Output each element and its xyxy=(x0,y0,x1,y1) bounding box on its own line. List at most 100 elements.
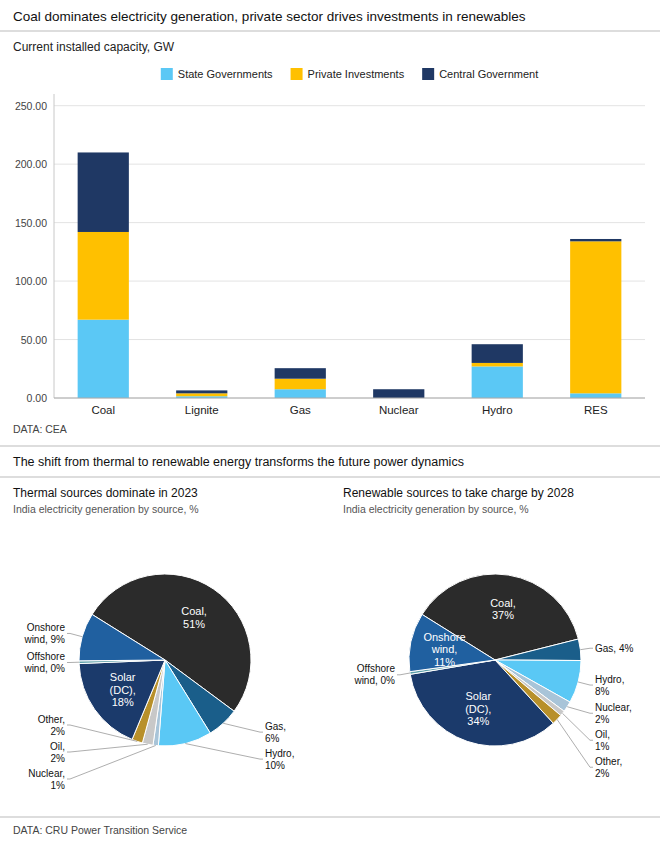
label-line: Offshore xyxy=(27,651,66,662)
data-label: Gas, 4% xyxy=(595,643,633,654)
data-label: Other,2% xyxy=(595,756,622,779)
x-tick-label: Hydro xyxy=(482,404,513,416)
label-line: Offshore xyxy=(357,663,396,674)
data-label: Offshorewind, 0% xyxy=(353,663,395,686)
pie-title: Renewable sources to take charge by 2028 xyxy=(343,486,574,500)
label-line: Coal, xyxy=(181,605,207,617)
bar-segment xyxy=(472,363,523,367)
bar-segment xyxy=(472,366,523,398)
legend-swatch xyxy=(161,68,173,80)
bar-segment xyxy=(78,152,129,232)
data-label: Hydro,8% xyxy=(595,674,624,697)
y-tick-label: 50.00 xyxy=(21,334,47,346)
bar-segment xyxy=(570,239,621,241)
label-line: wind, 0% xyxy=(23,663,65,674)
label-line: Onshore xyxy=(423,631,465,643)
source: DATA: CRU Power Transition Service xyxy=(13,824,187,836)
data-label: Coal,51% xyxy=(181,605,207,630)
pie-slice xyxy=(495,639,581,661)
background xyxy=(0,0,660,851)
separator xyxy=(0,817,660,818)
section-title: The shift from thermal to renewable ener… xyxy=(13,455,464,469)
y-tick-label: 200.00 xyxy=(15,158,47,170)
grid-line xyxy=(54,339,645,340)
grid xyxy=(54,106,645,398)
legend-label: Central Government xyxy=(439,68,538,80)
leader-line xyxy=(567,707,593,714)
label-line: 1% xyxy=(51,780,66,791)
label-line: 2% xyxy=(595,768,610,779)
bar-segment xyxy=(275,389,326,398)
legend-item: Central Government xyxy=(422,68,538,80)
leader-line xyxy=(67,745,156,779)
data-label: Onshorewind, 9% xyxy=(23,622,65,645)
label-line: 2% xyxy=(595,714,610,725)
bar-segment xyxy=(176,393,227,396)
x-tick-label: Coal xyxy=(91,404,115,416)
separator xyxy=(0,31,660,32)
leader-line xyxy=(580,648,593,649)
label-line: Nuclear, xyxy=(595,702,632,713)
data-label: Gas,6% xyxy=(265,721,286,744)
bar-segment xyxy=(78,232,129,320)
bars xyxy=(78,152,622,398)
slices xyxy=(79,574,251,746)
leader-line xyxy=(185,744,263,760)
leader-line xyxy=(562,713,593,740)
y-tick-label: 150.00 xyxy=(15,217,47,229)
leader-line xyxy=(223,723,263,732)
chart-root: Coal dominates electricity generation, p… xyxy=(0,0,660,851)
grid-line xyxy=(54,281,645,282)
y-tick-label: 100.00 xyxy=(15,275,47,287)
data-label: Nuclear,1% xyxy=(28,768,65,791)
leader-line xyxy=(557,719,593,767)
data-label: Offshorewind, 0% xyxy=(23,651,65,674)
legend-item: Private Investments xyxy=(291,68,405,80)
data-label: Onshorewind,11% xyxy=(423,631,465,668)
pie-slice xyxy=(79,614,165,660)
label-line: 8% xyxy=(595,686,610,697)
label-line: Solar xyxy=(110,671,136,683)
bar-segment xyxy=(275,368,326,379)
bar-segment xyxy=(275,379,326,390)
label-line: Hydro, xyxy=(265,748,294,759)
y-tick-label: 0.00 xyxy=(27,392,48,404)
data-label: Oil,1% xyxy=(595,729,610,752)
source: DATA: CEA xyxy=(13,423,67,435)
bar-segment xyxy=(78,320,129,398)
label-line: Oil, xyxy=(50,741,65,752)
grid-line xyxy=(54,398,645,399)
label-line: 6% xyxy=(265,733,280,744)
leader-line xyxy=(67,633,82,636)
subtitle: Current installed capacity, GW xyxy=(13,40,175,54)
legend-swatch xyxy=(291,68,303,80)
label-line: Oil, xyxy=(595,729,610,740)
legend-label: State Governments xyxy=(178,68,273,80)
label-line: 18% xyxy=(112,696,134,708)
pie-chart: Thermal sources dominate in 2023India el… xyxy=(13,486,294,791)
label-line: 11% xyxy=(434,656,455,668)
label-line: wind, 9% xyxy=(23,634,65,645)
label-line: Other, xyxy=(38,714,65,725)
data-label: Nuclear,2% xyxy=(595,702,632,725)
grid-line xyxy=(54,222,645,223)
legend-label: Private Investments xyxy=(308,68,405,80)
label-line: 2% xyxy=(51,726,66,737)
x-axis-line xyxy=(54,398,645,399)
x-tick-label: Gas xyxy=(290,404,311,416)
leader-line xyxy=(578,682,593,685)
label-line: Onshore xyxy=(27,622,66,633)
legend-item: State Governments xyxy=(161,68,273,80)
grid-line xyxy=(54,164,645,165)
pie-slice xyxy=(410,660,553,746)
data-label: Hydro,10% xyxy=(265,748,294,771)
label-line: 10% xyxy=(265,760,285,771)
data-labels: Coal,37%Solar(DC),34%Onshorewind,11%Gas,… xyxy=(353,597,633,779)
pie-subtitle: India electricity generation by source, … xyxy=(343,503,529,515)
label-line: 51% xyxy=(183,618,205,630)
label-line: wind, xyxy=(431,643,458,655)
label-line: (DC), xyxy=(465,703,491,715)
label-line: wind, 0% xyxy=(353,675,395,686)
x-tick-label: Nuclear xyxy=(379,404,419,416)
pie-chart: Renewable sources to take charge by 2028… xyxy=(343,486,633,779)
